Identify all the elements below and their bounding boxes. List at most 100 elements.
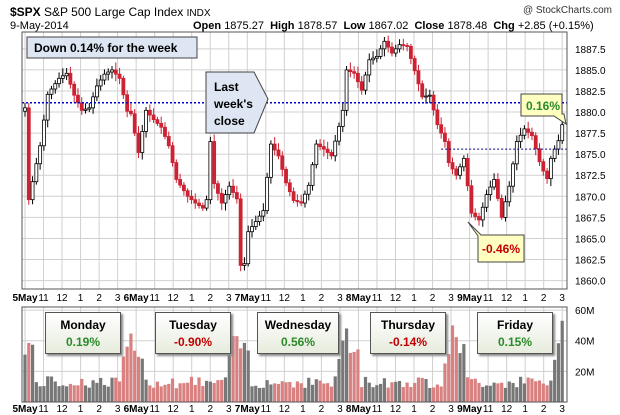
candle-body (363, 74, 368, 91)
candle-body (526, 128, 531, 133)
volume-bar (447, 354, 451, 402)
time-tick-label: 3 (448, 404, 454, 415)
candle-body (374, 56, 379, 59)
candle-body (469, 185, 474, 214)
candle-body (23, 107, 27, 112)
time-tick-label: 11 (483, 293, 494, 304)
candle-body (272, 143, 277, 151)
candle-body (378, 48, 383, 57)
time-tick-label: 9May (457, 293, 482, 304)
grid-lines (22, 32, 567, 289)
volume-bar (382, 378, 387, 402)
volume-bar (117, 381, 122, 402)
time-tick-label: 1 (78, 293, 84, 304)
volume-bar (416, 377, 421, 402)
time-tick-label: 2 (96, 293, 102, 304)
day-box-wednesday: Wednesday 0.56% (257, 312, 339, 354)
candle-body (181, 184, 186, 192)
candle-body (291, 191, 296, 201)
volume-bar (462, 344, 466, 402)
volume-bar (239, 348, 243, 402)
volume-bar (310, 384, 315, 402)
candle-body (212, 141, 217, 185)
candle-body (499, 198, 504, 218)
time-tick-label: 12 (56, 404, 68, 415)
time-tick-label: 5May (12, 404, 37, 415)
candle-body (216, 183, 220, 194)
candle-body (261, 210, 266, 217)
day-name: Monday (60, 318, 106, 332)
time-tick-label: 12 (501, 404, 513, 415)
open-label: Open (193, 20, 222, 32)
time-tick-label: 12 (279, 404, 291, 415)
candle-body (140, 131, 145, 153)
volume-bar (333, 376, 337, 402)
day-box-thursday: Thursday -0.14% (370, 312, 446, 354)
candle-body (257, 215, 262, 222)
volume-bar (220, 379, 224, 402)
volume-tick-label: 20M (575, 367, 594, 378)
candle-body (439, 124, 444, 134)
volume-bar (473, 378, 477, 402)
volume-bar (223, 377, 228, 402)
watermark: @ StockCharts.com (522, 5, 612, 16)
candle-body (64, 72, 69, 77)
volume-bar (299, 383, 303, 402)
close-label: Close (414, 20, 445, 32)
volume-bar (102, 384, 107, 402)
candle-body (306, 184, 311, 195)
candle-body (208, 141, 213, 201)
candle-body (367, 59, 372, 76)
volume-bar (560, 320, 564, 402)
volume-bar (303, 387, 307, 402)
volume-bar (484, 385, 489, 402)
low-label: Low (343, 20, 366, 32)
volume-bar (549, 380, 553, 402)
volume-bar (250, 386, 254, 402)
chart-title: $SPX S&P 500 Large Cap Index INDX (10, 5, 211, 19)
time-axis-labels-price: 5May 11 12 1 2 3 6May 11 12 1 2 3 7May 11 12 1 2 3 8May 11 1… (12, 293, 565, 304)
exchange: INDX (186, 8, 211, 19)
volume-bar (288, 381, 292, 402)
candle-body (132, 113, 137, 134)
candle-body (337, 125, 341, 142)
time-axis-labels-volume: 5May 11 12 1 2 3 6May 11 12 1 2 3 7May 11 12 1 2 3 8May 11 1… (12, 404, 565, 415)
volume-bar (170, 378, 175, 402)
time-tick-label: 1 (522, 293, 528, 304)
candle-body (185, 190, 190, 197)
price-tick-label: 1860.0 (575, 277, 606, 288)
candle-body (178, 179, 183, 186)
high-value: 1878.57 (297, 20, 338, 32)
time-tick-label: 11 (38, 404, 49, 415)
price-tick-label: 1882.5 (575, 87, 606, 98)
volume-bar (174, 388, 178, 402)
day-name: Friday (496, 318, 533, 332)
volume-bar (46, 376, 50, 402)
candle-body (147, 109, 152, 116)
candle-body (427, 94, 432, 97)
volume-bar (363, 376, 368, 402)
ohlc-summary: Open 1875.27 High 1878.57 Low 1867.02 Cl… (193, 20, 594, 32)
volume-bar (189, 376, 194, 402)
volume-bar (329, 386, 334, 402)
candle-body (269, 143, 273, 178)
volume-bar (481, 386, 485, 402)
volume-bar (144, 379, 148, 402)
candle-body (359, 81, 364, 91)
volume-bar (227, 354, 231, 402)
high-label: High (270, 20, 295, 32)
candle-body (193, 199, 198, 204)
symbol: $SPX (10, 5, 41, 19)
candle-body (533, 135, 538, 150)
day-change: -0.14% (388, 335, 428, 349)
candle-body (477, 216, 481, 221)
candle-body (102, 73, 107, 81)
volume-bar (556, 343, 561, 402)
candle-body (424, 95, 428, 98)
candle-body (340, 109, 345, 127)
time-tick-label: 11 (38, 293, 49, 304)
volume-bar (276, 383, 281, 402)
candle-body (450, 162, 455, 170)
volume-bar (405, 382, 409, 402)
price-tick-label: 1877.5 (575, 129, 606, 140)
